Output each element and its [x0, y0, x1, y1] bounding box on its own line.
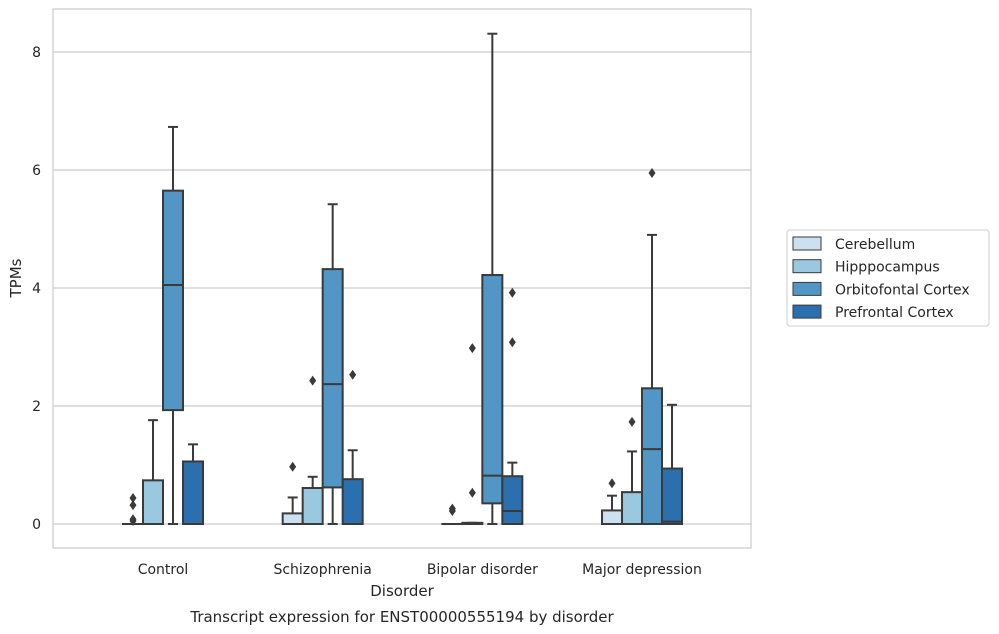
x-tick-label: Bipolar disorder	[427, 562, 538, 578]
box-cerebellum	[441, 503, 464, 526]
outlier-point	[648, 167, 656, 178]
box-prefrontal-cortex	[661, 403, 684, 526]
legend-swatch	[792, 259, 822, 274]
legend-swatch	[792, 304, 822, 319]
outlier-point	[129, 514, 137, 525]
outlier-point	[129, 500, 137, 511]
outlier-point	[508, 337, 516, 348]
box-prefrontal-cortex	[341, 369, 364, 526]
box-hipppocampus	[621, 416, 644, 526]
box-body	[341, 478, 364, 526]
box-hipppocampus	[301, 375, 324, 526]
outlier-point	[468, 343, 476, 354]
outlier-point	[468, 487, 476, 498]
box-body	[321, 268, 344, 489]
legend-label: Cerebellum	[835, 237, 915, 253]
x-tick-label: Schizophrenia	[273, 562, 371, 578]
box-orbitofontal-cortex	[481, 32, 504, 525]
box-body	[142, 479, 164, 525]
y-axis-ticks: 0 2 4 6 8	[32, 45, 41, 533]
box-orbitofontal-cortex	[641, 167, 664, 525]
legend-label: Hipppocampus	[835, 260, 940, 276]
y-tick-label: 6	[32, 163, 41, 179]
legend-swatch	[792, 281, 822, 296]
x-axis-ticks: Control Schizophrenia Bipolar disorder Majo…	[138, 562, 702, 578]
outlier-point	[448, 503, 456, 514]
legend-swatch	[792, 236, 822, 251]
outlier-point	[349, 369, 357, 380]
x-tick-label: Control	[138, 562, 189, 578]
box-body	[301, 487, 324, 526]
box-body	[621, 491, 644, 526]
box-groups	[122, 32, 684, 527]
box-prefrontal-cortex	[182, 443, 204, 525]
box-body	[661, 467, 684, 526]
box-body	[481, 274, 504, 505]
chart-caption: Transcript expression for ENST0000055519…	[189, 608, 614, 626]
y-tick-label: 8	[32, 45, 41, 61]
y-tick-label: 4	[32, 281, 41, 297]
box-cerebellum	[281, 461, 304, 526]
outlier-point	[608, 478, 616, 489]
box-hipppocampus	[142, 419, 164, 525]
y-axis-title: TPMs	[7, 258, 25, 298]
legend-frame	[786, 229, 990, 327]
x-axis-title: Disorder	[370, 582, 434, 600]
outlier-point	[309, 375, 317, 386]
box-body	[641, 387, 664, 525]
box-body	[182, 460, 204, 525]
outlier-point	[129, 493, 137, 504]
box-hipppocampus	[461, 343, 484, 526]
legend-label: Orbitofontal Cortex	[835, 282, 970, 298]
box-body	[501, 475, 524, 525]
legend: Cerebellum Hipppocampus Orbitofontal Corte…	[786, 229, 990, 327]
box-body	[281, 512, 304, 526]
box-body	[162, 189, 184, 412]
box-orbitofontal-cortex	[321, 203, 344, 525]
plot-area-frame	[52, 8, 752, 549]
legend-label: Prefrontal Cortex	[835, 305, 954, 321]
outlier-point	[289, 461, 297, 472]
y-tick-label: 0	[32, 517, 41, 533]
box-body	[601, 509, 624, 525]
box-prefrontal-cortex	[501, 287, 524, 525]
box-cerebellum	[122, 493, 144, 527]
y-tick-label: 2	[32, 399, 41, 415]
box-cerebellum	[601, 478, 624, 525]
outlier-point	[508, 287, 516, 298]
box-orbitofontal-cortex	[162, 125, 184, 525]
x-tick-label: Major depression	[582, 562, 702, 578]
outlier-point	[628, 416, 636, 427]
